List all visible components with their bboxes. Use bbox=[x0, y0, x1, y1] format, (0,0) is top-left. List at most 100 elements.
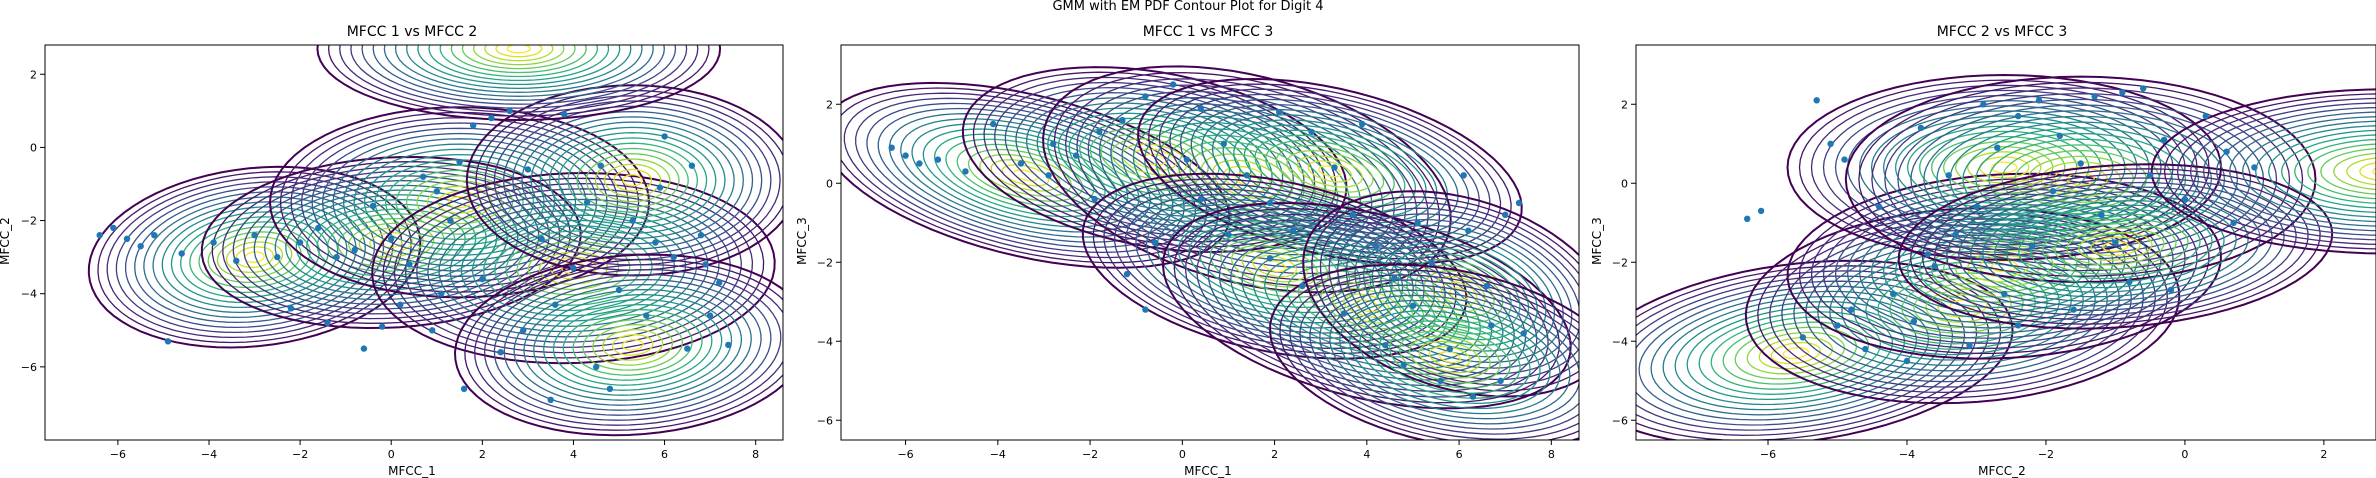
contour-line bbox=[1979, 255, 2030, 278]
contour-line bbox=[1786, 172, 2222, 360]
contour-line bbox=[306, 203, 477, 282]
contour-line bbox=[552, 303, 713, 386]
scatter-point bbox=[902, 152, 909, 159]
scatter-point bbox=[652, 239, 659, 246]
scatter-point bbox=[1017, 160, 1025, 167]
contour-line bbox=[1053, 71, 1441, 287]
contour-line bbox=[1770, 341, 1821, 365]
contour-line bbox=[2189, 102, 2376, 241]
contour-line bbox=[1805, 234, 2120, 377]
contour-line bbox=[1042, 65, 1452, 294]
contour-line bbox=[1269, 263, 1579, 440]
contour-line bbox=[2054, 222, 2177, 271]
scatter-point bbox=[296, 239, 304, 246]
scatter-point bbox=[706, 312, 714, 319]
contour-line bbox=[567, 142, 699, 219]
gmm-component-contours bbox=[87, 165, 422, 349]
scatter-point bbox=[233, 257, 240, 264]
scatter-point bbox=[643, 312, 650, 319]
scatter-point bbox=[962, 168, 969, 175]
contour-line bbox=[1871, 87, 2291, 272]
contour-line bbox=[207, 231, 302, 284]
contour-line bbox=[428, 45, 610, 82]
scatter-point bbox=[1119, 116, 1126, 124]
contour-line bbox=[843, 92, 1208, 259]
contour-line bbox=[1769, 218, 2156, 394]
contour-line bbox=[1275, 259, 1459, 353]
contour-line bbox=[1994, 200, 2237, 293]
contour-line bbox=[1943, 140, 2066, 194]
contour-line bbox=[494, 230, 653, 306]
scatter-point bbox=[1446, 345, 1454, 353]
x-tick-label: 6 bbox=[1456, 448, 1463, 461]
scatter-point bbox=[2167, 286, 2175, 294]
y-tick-label: −4 bbox=[817, 335, 833, 348]
gmm-component-contours bbox=[465, 84, 783, 277]
contour-line bbox=[342, 143, 577, 262]
scatter-point bbox=[656, 184, 664, 191]
scatter-point bbox=[570, 264, 577, 272]
contour-line bbox=[967, 148, 1084, 202]
contour-line bbox=[2042, 218, 2189, 275]
contour-line bbox=[1910, 168, 2321, 325]
y-tick-label: −6 bbox=[817, 414, 833, 427]
contour-line bbox=[1388, 325, 1511, 389]
contour-line bbox=[316, 45, 722, 122]
contour-line bbox=[1858, 81, 2304, 277]
scatter-point bbox=[1945, 172, 1952, 179]
scatter-point bbox=[2070, 306, 2077, 313]
contour-line bbox=[956, 143, 1095, 207]
contour-line bbox=[1949, 121, 2213, 238]
scatter-point bbox=[593, 363, 600, 371]
contour-line bbox=[622, 174, 643, 187]
contour-line bbox=[1428, 345, 1471, 369]
contour-line bbox=[1698, 311, 1894, 395]
scatter-point bbox=[1096, 128, 1103, 136]
scatter-point bbox=[1050, 140, 1057, 147]
scatter-point bbox=[2077, 160, 2084, 167]
contour-line bbox=[533, 293, 733, 396]
contour-line bbox=[170, 211, 339, 304]
scatter-point bbox=[2112, 239, 2119, 246]
contour-line bbox=[911, 123, 1140, 228]
scatter-point bbox=[1744, 215, 1751, 222]
scatter-point bbox=[287, 305, 295, 312]
scatter-point bbox=[406, 261, 413, 268]
contour-line bbox=[562, 309, 703, 381]
contour-line bbox=[1734, 326, 1858, 380]
contour-line bbox=[2372, 167, 2376, 176]
scatter-point bbox=[2126, 278, 2133, 286]
contour-line bbox=[211, 161, 571, 324]
contour-line bbox=[383, 45, 654, 97]
gmm-component-contours bbox=[1269, 263, 1579, 440]
scatter-point bbox=[351, 246, 358, 253]
contour-line bbox=[1190, 103, 1470, 239]
contour-line bbox=[527, 246, 620, 291]
contour-line bbox=[1036, 102, 1273, 217]
scatter-point bbox=[1428, 259, 1435, 266]
contour-line bbox=[516, 240, 631, 296]
contour-line bbox=[1440, 281, 1478, 307]
scatter-point bbox=[1142, 93, 1149, 100]
y-tick-label: 2 bbox=[826, 98, 833, 111]
contour-line bbox=[321, 132, 598, 272]
scatter-point bbox=[1183, 156, 1191, 163]
scatter-point bbox=[1502, 211, 1509, 218]
contour-line bbox=[1089, 127, 1220, 192]
x-tick-label: −4 bbox=[201, 448, 217, 461]
axes-frame bbox=[840, 44, 1580, 441]
scatter-point bbox=[684, 345, 691, 352]
scatter-point bbox=[1931, 263, 1939, 270]
y-tick-label: −4 bbox=[21, 288, 37, 301]
y-tick-label: 0 bbox=[1621, 177, 1628, 190]
contour-line bbox=[268, 106, 651, 299]
contour-line bbox=[2268, 129, 2376, 214]
x-tick-label: 8 bbox=[1548, 448, 1555, 461]
contour-line bbox=[1265, 139, 1395, 203]
scatter-point bbox=[369, 202, 377, 210]
contour-line bbox=[1919, 229, 2090, 303]
x-tick-label: −2 bbox=[1082, 448, 1098, 461]
contour-line bbox=[1320, 282, 1414, 330]
scatter-point bbox=[916, 160, 923, 167]
contour-line bbox=[1337, 213, 1579, 375]
